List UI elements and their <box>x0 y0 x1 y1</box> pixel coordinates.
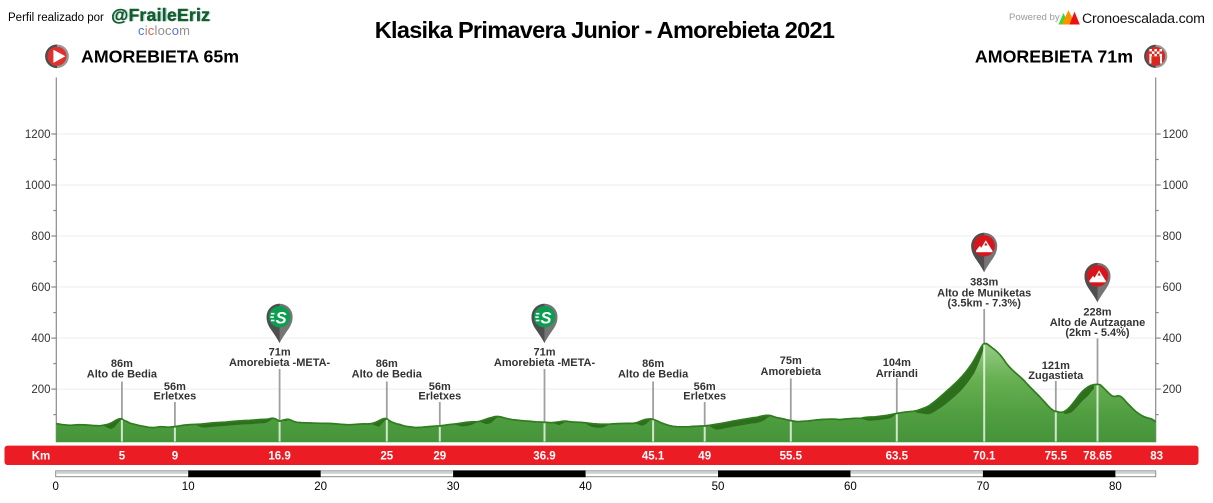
svg-text:1200: 1200 <box>25 129 51 141</box>
svg-text:400: 400 <box>1163 333 1182 345</box>
svg-text:56m: 56m <box>429 381 451 393</box>
svg-text:70.1: 70.1 <box>973 451 996 463</box>
svg-text:50: 50 <box>712 481 725 493</box>
svg-text:Km: Km <box>32 451 51 463</box>
svg-text:56m: 56m <box>164 381 186 393</box>
svg-text:36.9: 36.9 <box>533 451 555 463</box>
svg-text:S: S <box>276 309 287 327</box>
svg-text:Alto de Muniketas: Alto de Muniketas <box>937 288 1031 300</box>
svg-text:Erletxes: Erletxes <box>683 391 726 403</box>
svg-text:Alto de Autzagane: Alto de Autzagane <box>1050 317 1146 329</box>
svg-text:Alto de Bedia: Alto de Bedia <box>352 369 423 381</box>
svg-text:86m: 86m <box>111 358 133 370</box>
svg-text:600: 600 <box>1163 282 1182 294</box>
svg-text:Zugastieta: Zugastieta <box>1028 370 1084 382</box>
svg-text:200: 200 <box>1163 384 1182 396</box>
svg-text:1200: 1200 <box>1163 129 1189 141</box>
svg-text:30: 30 <box>447 481 460 493</box>
svg-text:20: 20 <box>314 481 327 493</box>
svg-text:80: 80 <box>1109 481 1122 493</box>
svg-text:10: 10 <box>182 481 195 493</box>
svg-text:383m: 383m <box>970 277 998 289</box>
svg-text:600: 600 <box>31 282 50 294</box>
svg-text:(3.5km - 7.3%): (3.5km - 7.3%) <box>948 298 1022 310</box>
svg-text:Erletxes: Erletxes <box>153 391 196 403</box>
svg-text:16.9: 16.9 <box>268 451 290 463</box>
svg-text:228m: 228m <box>1083 307 1111 319</box>
svg-text:49: 49 <box>698 451 711 463</box>
svg-text:400: 400 <box>31 333 50 345</box>
svg-text:5: 5 <box>119 451 126 463</box>
svg-text:60: 60 <box>844 481 857 493</box>
svg-text:800: 800 <box>1163 231 1182 243</box>
svg-text:25: 25 <box>380 451 393 463</box>
svg-text:75m: 75m <box>780 355 802 367</box>
svg-text:78.65: 78.65 <box>1083 451 1112 463</box>
svg-text:0: 0 <box>52 481 58 493</box>
svg-text:70: 70 <box>977 481 990 493</box>
svg-text:Arriandi: Arriandi <box>876 368 918 380</box>
svg-text:45.1: 45.1 <box>642 451 665 463</box>
svg-text:800: 800 <box>31 231 50 243</box>
svg-text:1000: 1000 <box>1163 180 1189 192</box>
svg-text:AMOREBIETA 71m: AMOREBIETA 71m <box>975 47 1133 67</box>
svg-text:121m: 121m <box>1042 360 1070 372</box>
svg-text:75.5: 75.5 <box>1045 451 1068 463</box>
svg-text:Amorebieta -META-: Amorebieta -META- <box>494 357 596 369</box>
svg-text:S: S <box>540 309 551 327</box>
svg-text:Alto de Bedia: Alto de Bedia <box>87 369 158 381</box>
svg-text:56m: 56m <box>694 381 716 393</box>
svg-text:86m: 86m <box>642 358 664 370</box>
svg-text:200: 200 <box>31 384 50 396</box>
svg-text:29: 29 <box>433 451 446 463</box>
svg-text:AMOREBIETA 65m: AMOREBIETA 65m <box>81 47 239 67</box>
svg-text:86m: 86m <box>376 358 398 370</box>
svg-text:Erletxes: Erletxes <box>418 391 461 403</box>
svg-text:1000: 1000 <box>25 180 51 192</box>
svg-text:104m: 104m <box>883 357 911 369</box>
svg-text:83: 83 <box>1150 451 1163 463</box>
svg-text:9: 9 <box>172 451 178 463</box>
svg-text:Amorebieta -META-: Amorebieta -META- <box>229 357 331 369</box>
svg-text:71m: 71m <box>533 347 555 359</box>
svg-text:Alto de Bedia: Alto de Bedia <box>618 369 689 381</box>
svg-text:(2km - 5.4%): (2km - 5.4%) <box>1065 327 1130 339</box>
svg-text:40: 40 <box>579 481 592 493</box>
svg-text:71m: 71m <box>269 347 291 359</box>
svg-text:63.5: 63.5 <box>886 451 909 463</box>
svg-text:55.5: 55.5 <box>780 451 803 463</box>
svg-text:Amorebieta: Amorebieta <box>761 366 822 378</box>
